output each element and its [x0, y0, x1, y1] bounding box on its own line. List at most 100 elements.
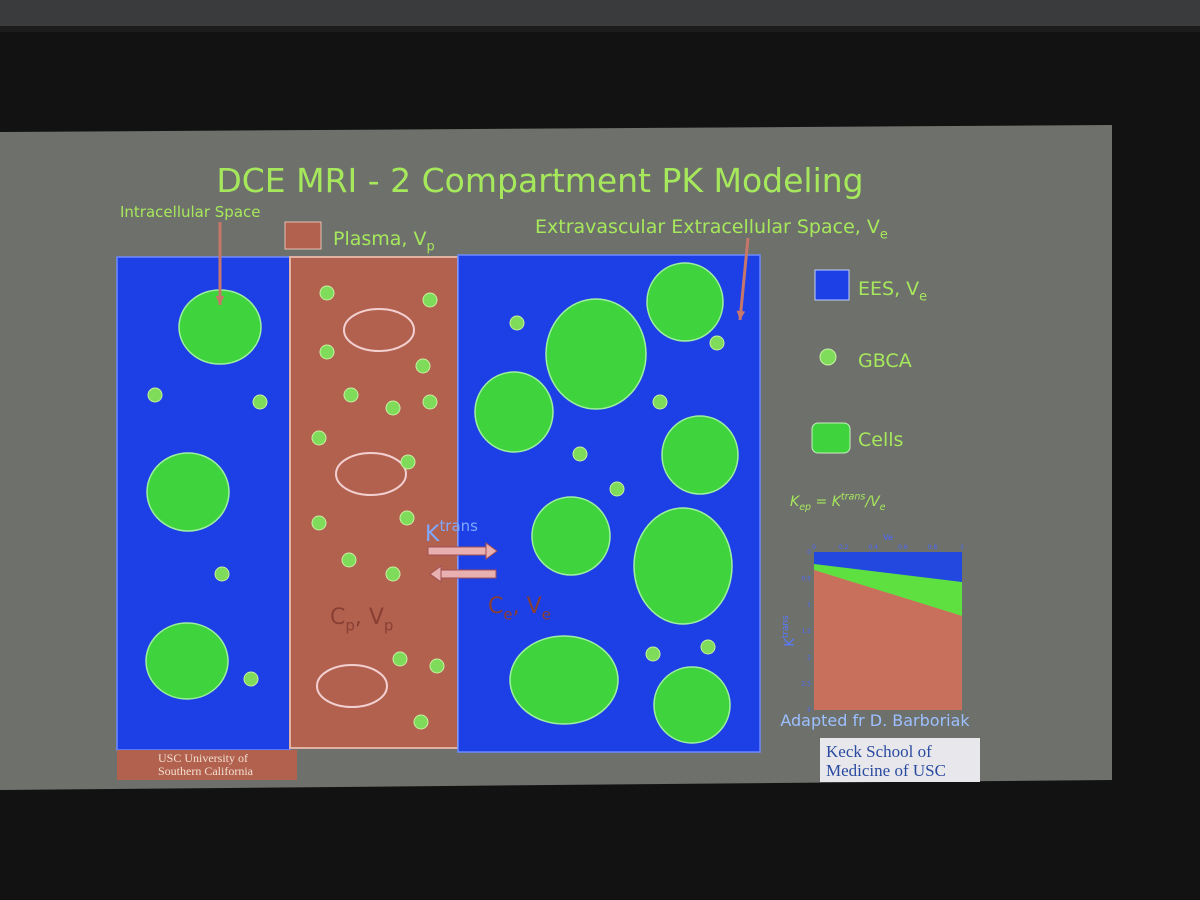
gbca-dot — [319, 344, 335, 360]
gbca-dot — [311, 515, 327, 531]
inset-x-label: Ve — [883, 533, 893, 542]
exchange-arrow-out-head — [485, 542, 498, 560]
text-part: Extravascular Extracellular Space, V — [535, 216, 880, 238]
text-part: EES, V — [858, 278, 919, 300]
inset-y-tick: 2 — [807, 654, 811, 661]
cell — [545, 298, 647, 410]
gbca-dot — [413, 714, 429, 730]
ce-label: Ce, Ve — [488, 594, 551, 624]
red-blood-cell — [316, 664, 388, 708]
formula: Kep = Ktrans/Ve — [790, 492, 886, 514]
usc-logo-text: Southern California — [158, 764, 254, 778]
red-blood-cell — [335, 452, 407, 496]
gbca-dot — [243, 671, 259, 687]
cell — [146, 452, 230, 532]
gbca-dot — [645, 646, 661, 662]
inset-red — [814, 570, 962, 710]
text-part: Plasma, V — [333, 228, 427, 250]
plasma-label: Plasma, Vp — [333, 228, 435, 255]
text-part: K — [425, 522, 440, 547]
text-part: trans — [781, 615, 791, 638]
ees-label: Extravascular Extracellular Space, Ve — [535, 216, 888, 243]
text-part: p — [345, 617, 355, 635]
gbca-dot — [319, 285, 335, 301]
usc-logo-text: USC University of — [158, 751, 248, 765]
text-part: e — [880, 228, 888, 243]
intracellular-label: Intracellular Space — [120, 203, 261, 221]
text-part: GBCA — [858, 350, 912, 372]
ees-arrow — [738, 237, 750, 321]
gbca-dot — [572, 446, 588, 462]
cell — [474, 371, 554, 453]
gbca-dot — [392, 651, 408, 667]
inset-y-tick: 1.5 — [801, 628, 811, 635]
plasma-compartment — [289, 256, 459, 749]
ceiling — [0, 0, 1200, 26]
cell — [661, 415, 739, 495]
ees-arrow-head — [736, 310, 746, 320]
inset-y-tick: 2.5 — [801, 681, 811, 688]
keck-logo-bg — [820, 738, 980, 782]
text-part: e — [919, 290, 927, 305]
cell — [531, 496, 611, 576]
legend-label: GBCA — [858, 350, 912, 372]
usc-logo-bg — [117, 750, 297, 780]
text-part: Cells — [858, 429, 903, 451]
cell — [653, 666, 731, 744]
cell — [633, 507, 733, 625]
text-part: Intracellular Space — [120, 203, 261, 221]
gbca-dot — [343, 387, 359, 403]
ceiling-edge — [0, 26, 1200, 32]
text-part: e — [880, 502, 886, 513]
inset-x-tick: 0.4 — [868, 544, 878, 551]
gbca-dot — [652, 394, 668, 410]
text-part: = K — [811, 494, 843, 510]
gbca-dot — [422, 394, 438, 410]
keck-logo-text: Keck School of — [826, 742, 932, 761]
exchange-arrow-out — [427, 546, 489, 556]
credit: Adapted fr D. Barboriak — [780, 711, 970, 730]
gbca-dot — [385, 566, 401, 582]
gbca-dot — [252, 394, 268, 410]
gbca-dot — [700, 639, 716, 655]
gbca-dot — [429, 658, 445, 674]
exchange-arrow-in — [438, 569, 497, 579]
text-part: trans — [841, 492, 866, 503]
text-part: e — [503, 606, 512, 624]
text-part: ep — [799, 502, 811, 513]
inset-x-tick: 1 — [960, 544, 964, 551]
text-part: p — [427, 240, 435, 255]
intracellular-arrow-head — [215, 295, 225, 305]
inset-y-tick: 0 — [807, 549, 811, 556]
red-blood-cell — [343, 308, 415, 352]
inset-blue — [814, 552, 962, 582]
inset-x-tick: 0.6 — [898, 544, 908, 551]
text-part: /V — [863, 494, 881, 510]
gbca-dot — [509, 315, 525, 331]
inset-x-tick: 0 — [812, 544, 816, 551]
gbca-dot — [147, 387, 163, 403]
cell — [145, 622, 229, 700]
text-part: , V — [355, 605, 384, 630]
text-part: K — [790, 494, 801, 510]
text-part: , V — [513, 594, 542, 619]
keck-logo-text: Medicine of USC — [826, 761, 946, 780]
gbca-dot — [399, 510, 415, 526]
gbca-dot — [709, 335, 725, 351]
gbca-dot — [341, 552, 357, 568]
text-part: trans — [439, 517, 478, 535]
inset-y-tick: 0.5 — [801, 575, 811, 582]
gbca-dot — [311, 430, 327, 446]
legend-swatch-gbca — [819, 348, 837, 366]
gbca-dot — [422, 292, 438, 308]
legend-swatch-cells — [811, 422, 851, 454]
inset-x-tick: 0.8 — [928, 544, 938, 551]
gbca-dot — [609, 481, 625, 497]
text-part: C — [488, 594, 503, 619]
plasma-swatch — [284, 221, 322, 250]
cell — [646, 262, 724, 342]
legend-swatch-ees — [814, 269, 850, 301]
text-part: K — [783, 638, 798, 647]
gbca-dot — [385, 400, 401, 416]
slide-title: DCE MRI - 2 Compartment PK Modeling — [216, 161, 863, 200]
